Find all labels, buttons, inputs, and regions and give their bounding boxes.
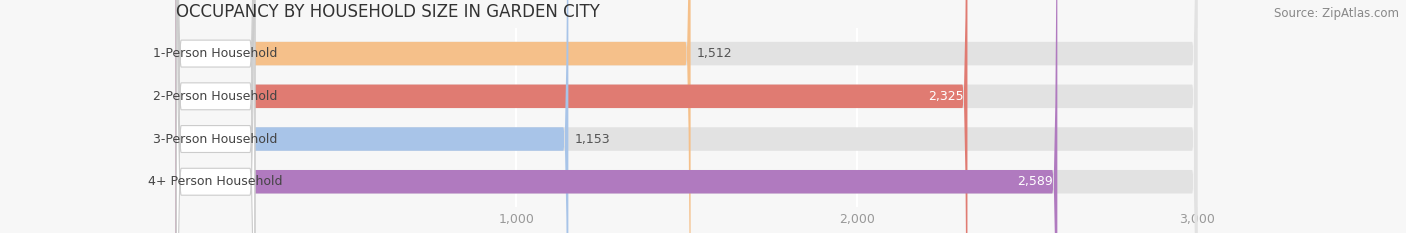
FancyBboxPatch shape (176, 0, 568, 233)
FancyBboxPatch shape (176, 0, 254, 233)
Text: 1,153: 1,153 (575, 133, 610, 146)
Text: 1,512: 1,512 (697, 47, 733, 60)
FancyBboxPatch shape (176, 0, 967, 233)
FancyBboxPatch shape (176, 0, 1198, 233)
FancyBboxPatch shape (176, 0, 254, 233)
FancyBboxPatch shape (176, 0, 1198, 233)
FancyBboxPatch shape (176, 0, 690, 233)
Text: 1-Person Household: 1-Person Household (153, 47, 278, 60)
Text: 2-Person Household: 2-Person Household (153, 90, 278, 103)
FancyBboxPatch shape (176, 0, 1198, 233)
Text: 4+ Person Household: 4+ Person Household (149, 175, 283, 188)
FancyBboxPatch shape (176, 0, 254, 233)
Text: Source: ZipAtlas.com: Source: ZipAtlas.com (1274, 7, 1399, 20)
Text: 2,325: 2,325 (928, 90, 963, 103)
FancyBboxPatch shape (176, 0, 1057, 233)
Text: 3-Person Household: 3-Person Household (153, 133, 278, 146)
FancyBboxPatch shape (176, 0, 254, 233)
FancyBboxPatch shape (176, 0, 1198, 233)
Text: OCCUPANCY BY HOUSEHOLD SIZE IN GARDEN CITY: OCCUPANCY BY HOUSEHOLD SIZE IN GARDEN CI… (176, 3, 599, 21)
Text: 2,589: 2,589 (1018, 175, 1053, 188)
